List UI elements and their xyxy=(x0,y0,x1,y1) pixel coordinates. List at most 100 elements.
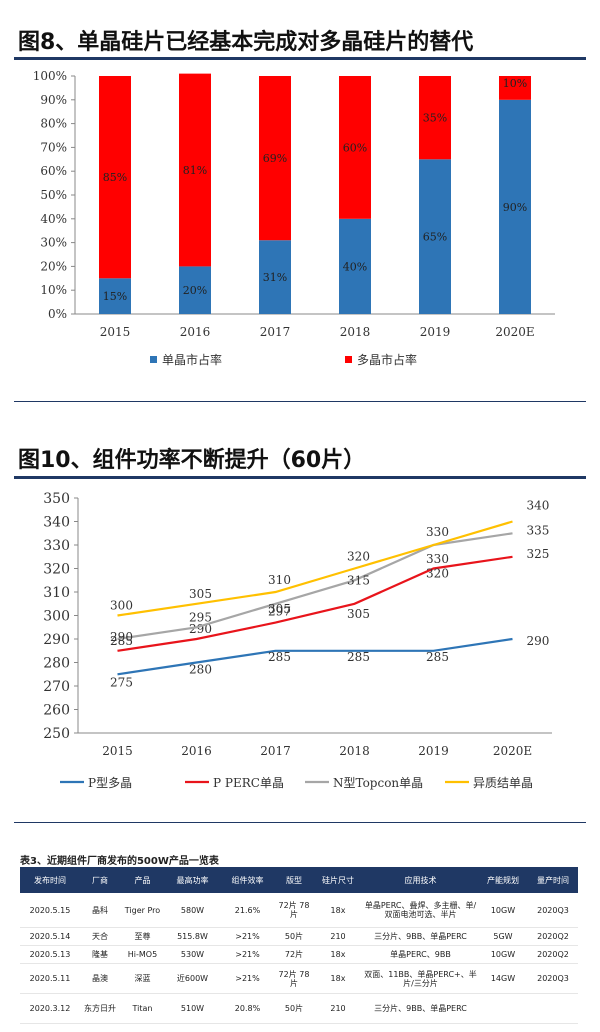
table-header-cell: 发布时间 xyxy=(20,867,80,893)
table-row: 2020.5.15 晶科 Tiger Pro 580W 21.6% 72片 78片 18x 单… xyxy=(20,893,578,928)
table-row: 2020.5.11 晶澳 深蓝 近600W >21% 72片 78片 18x 双面、11BB、… xyxy=(20,963,578,994)
fig10-data-label: 330 xyxy=(426,552,449,566)
table-cell: 晶科 xyxy=(80,893,120,928)
fig8-bar-mono xyxy=(339,218,371,314)
fig8-bar-multi xyxy=(499,76,531,100)
fig8-bar-mono xyxy=(419,159,451,314)
fig10-y-tick-label: 340 xyxy=(43,515,70,531)
fig8-y-tick-label: 40% xyxy=(40,212,67,226)
table-cell: 东方日升 xyxy=(80,993,120,1024)
fig8-x-tick-label: 2020E xyxy=(495,325,534,339)
fig8-bar-multi xyxy=(99,76,131,279)
table-cell: 晶澳 xyxy=(80,963,120,994)
table-cell: 隆基 xyxy=(80,945,120,964)
fig10-y-tick-label: 320 xyxy=(43,562,70,578)
table-cell: 2020.5.11 xyxy=(20,963,80,994)
fig10-data-label: 320 xyxy=(426,567,449,581)
table-cell: Titan xyxy=(120,993,165,1024)
fig10-title-rule xyxy=(14,476,586,479)
table-cell: >21% xyxy=(220,945,275,964)
table-cell: 72片 78片 xyxy=(275,963,313,994)
table-header-cell: 硅片尺寸 xyxy=(313,867,363,893)
table-cell: 18x xyxy=(313,963,363,994)
fig8-legend-swatch xyxy=(345,356,352,363)
table-header-cell: 产品 xyxy=(120,867,165,893)
fig10-legend-label: N型Topcon单晶 xyxy=(333,776,423,790)
fig10-y-tick-label: 270 xyxy=(43,679,70,695)
fig10-data-label: 290 xyxy=(527,634,550,648)
table-cell: Tiger Pro xyxy=(120,893,165,928)
fig8-title-rule xyxy=(14,57,586,60)
table-cell: 18x xyxy=(313,945,363,964)
fig8-data-label: 35% xyxy=(423,112,447,125)
fig8-x-tick-label: 2015 xyxy=(100,325,131,339)
fig10-y-tick-label: 310 xyxy=(43,585,70,601)
fig10-data-label: 295 xyxy=(189,610,212,624)
table-cell: 2020.5.14 xyxy=(20,927,80,946)
table-cell: 2020Q2 xyxy=(528,927,578,946)
table-cell: 至尊 xyxy=(120,927,165,946)
fig10-data-label: 285 xyxy=(347,650,370,664)
fig8-data-label: 10% xyxy=(503,77,527,90)
fig10-data-label: 310 xyxy=(268,573,291,587)
fig10-y-tick-label: 250 xyxy=(43,726,70,742)
table-header-cell: 应用技术 xyxy=(363,867,478,893)
fig8-data-label: 60% xyxy=(343,141,367,154)
fig8-legend-label: 单晶市占率 xyxy=(162,352,222,367)
table-cell: 三分片、9BB、单晶PERC xyxy=(363,993,478,1024)
product-table: 发布时间 厂商 产品 最高功率 组件效率 版型 硅片尺寸 应用技术 产能规划 量产时间 2020.… xyxy=(20,867,578,1024)
fig8-stacked-bar-chart: 0% 10% 20% 30% 40% 50% 60% 70% 80% 90% 100% 15% 85% 2… xyxy=(33,69,555,367)
table-cell: 210 xyxy=(313,993,363,1024)
fig10-y-tick-label: 350 xyxy=(43,491,70,507)
fig8-y-tick-label: 30% xyxy=(40,236,67,250)
fig8-y-tick-label: 20% xyxy=(40,259,67,273)
fig10-data-label: 300 xyxy=(110,599,133,613)
fig10-data-label: 297 xyxy=(268,605,291,619)
table-row: 2020.3.12 东方日升 Titan 510W 20.8% 50片 210 三分片、9BB… xyxy=(20,993,578,1024)
fig8-y-tick-label: 10% xyxy=(40,283,67,297)
fig10-data-label: 325 xyxy=(527,547,550,561)
fig10-y-tick-label: 290 xyxy=(43,632,70,648)
fig8-bar-multi xyxy=(419,76,451,160)
table-cell: 72片 78片 xyxy=(275,893,313,928)
table-header-cell: 产能规划 xyxy=(478,867,528,893)
table-cell: 10GW xyxy=(478,893,528,928)
fig10-data-label: 320 xyxy=(347,550,370,564)
table-cell: 2020Q2 xyxy=(528,945,578,964)
fig8-y-tick-label: 50% xyxy=(40,188,67,202)
table-cell xyxy=(528,993,578,1024)
table-header-cell: 组件效率 xyxy=(220,867,275,893)
fig10-x-tick-label: 2018 xyxy=(339,744,370,758)
table-cell: 5GW xyxy=(478,927,528,946)
fig10-y-tick-label: 330 xyxy=(43,538,70,554)
fig8-data-label: 85% xyxy=(103,171,127,184)
table-cell: 2020Q3 xyxy=(528,893,578,928)
table-cell: 10GW xyxy=(478,945,528,964)
table-header-cell: 版型 xyxy=(275,867,313,893)
table-header-row: 发布时间 厂商 产品 最高功率 组件效率 版型 硅片尺寸 应用技术 产能规划 量产时间 xyxy=(20,867,578,893)
table-cell: 20.8% xyxy=(220,993,275,1024)
fig8-data-label: 90% xyxy=(503,201,527,214)
fig10-title: 图10、组件功率不断提升（60片） xyxy=(18,448,366,473)
fig10-series-line xyxy=(117,520,513,617)
fig8-x-tick-label: 2019 xyxy=(420,325,451,339)
fig10-legend-label: 异质结单晶 xyxy=(473,776,533,790)
fig10-data-label: 305 xyxy=(189,587,212,601)
fig8-data-label: 20% xyxy=(183,284,207,297)
fig8-y-tick-label: 90% xyxy=(40,93,67,107)
fig8-legend-swatch xyxy=(150,356,157,363)
fig10-series-line xyxy=(117,637,513,676)
fig8-bar-mono xyxy=(259,240,291,314)
fig8-y-tick-label: 70% xyxy=(40,140,67,154)
fig8-x-tick-label: 2017 xyxy=(260,325,291,339)
table-cell xyxy=(478,993,528,1024)
fig8-bar-mono xyxy=(179,266,211,314)
fig8-bar-multi xyxy=(179,73,211,267)
table-cell: 50片 xyxy=(275,927,313,946)
table-cell: 单晶PERC、9BB xyxy=(363,945,478,964)
table-cell: 18x xyxy=(313,893,363,928)
fig10-y-tick-label: 300 xyxy=(43,609,70,625)
fig10-y-tick-label: 280 xyxy=(43,656,70,672)
table-cell: 2020.5.15 xyxy=(20,893,80,928)
table-header-cell: 最高功率 xyxy=(165,867,220,893)
